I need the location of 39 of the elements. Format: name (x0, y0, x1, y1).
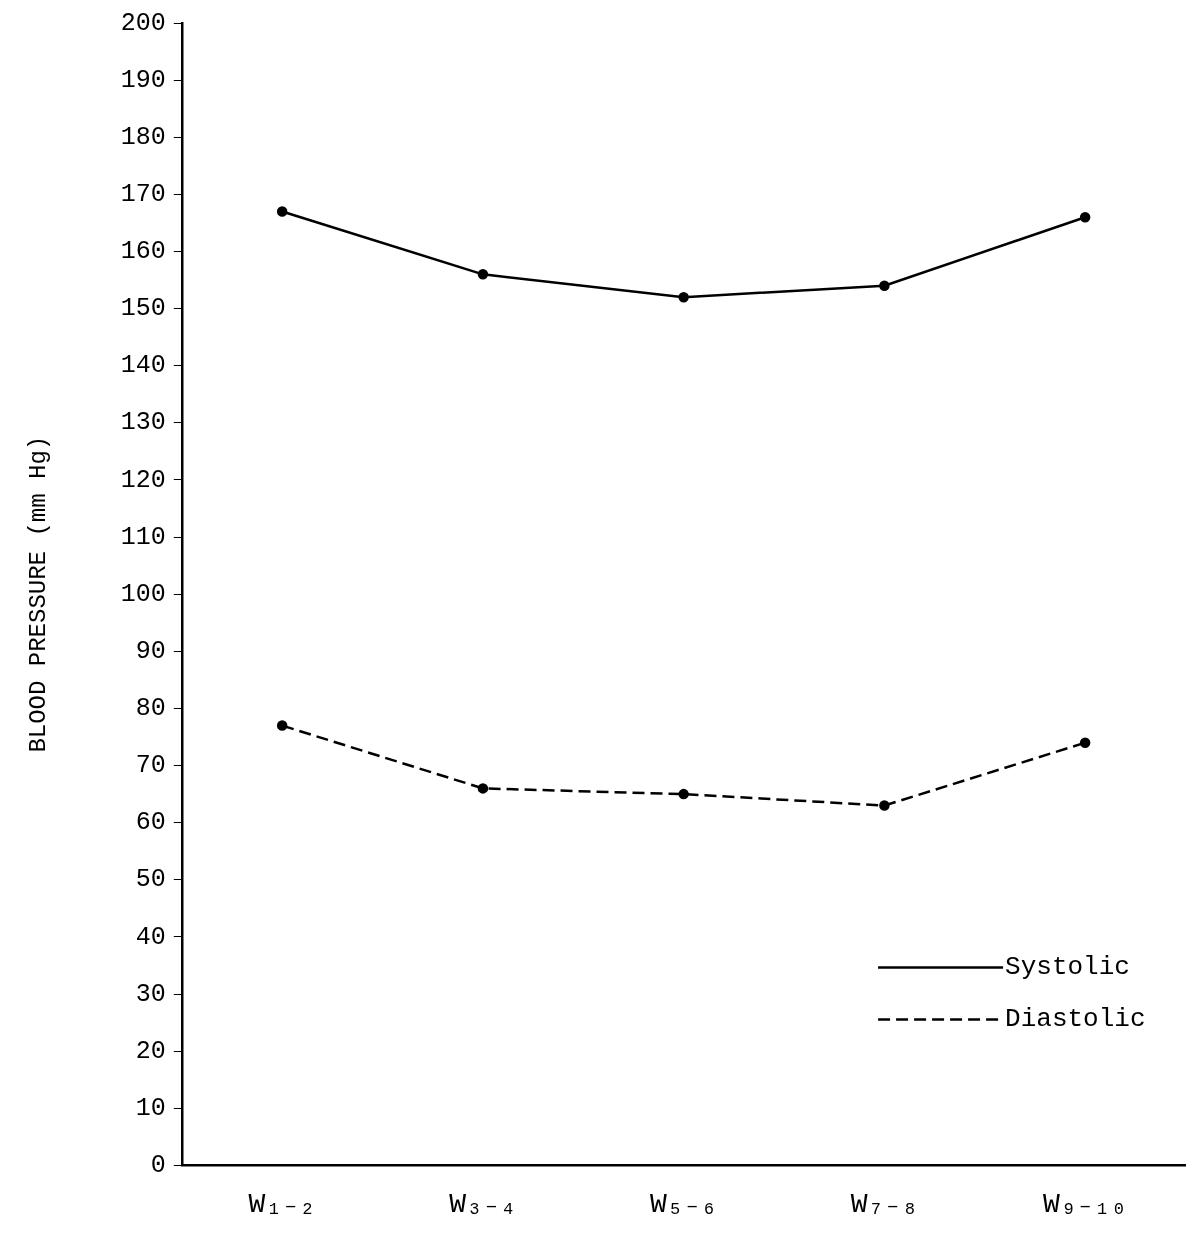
y-tick-label: 130 (120, 408, 166, 438)
point (276, 206, 288, 217)
point (879, 280, 890, 291)
y-tick-label: 30 (135, 979, 166, 1009)
y-tick-label: 80 (135, 694, 166, 724)
y-tick-label: 170 (120, 179, 166, 209)
legend-label: Diastolic (1005, 1004, 1146, 1035)
point (678, 291, 689, 303)
x-tick-label: W₇₋₈ (850, 1188, 919, 1220)
y-tick-label: 190 (120, 65, 166, 95)
y-tick-label: 20 (135, 1036, 166, 1066)
point (879, 800, 890, 811)
point (1079, 211, 1091, 223)
y-tick-label: 160 (120, 237, 166, 267)
y-tick-label: 100 (120, 579, 166, 609)
y-tick-label: 40 (135, 922, 166, 952)
legend-label: Systolic (1005, 952, 1130, 983)
point (1079, 737, 1091, 748)
y-tick-label: 110 (120, 522, 166, 552)
y-tick-label: 10 (135, 1093, 166, 1123)
y-tick-label: 150 (120, 294, 166, 324)
x-tick-label: W₃₋₄ (449, 1188, 517, 1220)
y-tick-label: 200 (120, 8, 166, 38)
x-tick-label: W₅₋₆ (650, 1188, 718, 1220)
y-tick-label: 140 (120, 351, 166, 381)
y-tick-label: 70 (135, 751, 166, 781)
y-tick-label: 50 (135, 865, 166, 895)
y-tick-label: 120 (120, 465, 166, 495)
point (477, 269, 489, 280)
y-tick-label: 60 (135, 808, 166, 838)
x-tick-label: W₁₋₂ (248, 1188, 316, 1220)
y-tick-label: 180 (120, 122, 166, 152)
point (678, 788, 689, 800)
x-tick-label: W₉₋₁₀ (1043, 1188, 1128, 1220)
point (276, 720, 288, 731)
point (477, 783, 489, 794)
y-tick-label: 0 (150, 1151, 166, 1181)
y-tick-label: 90 (135, 636, 166, 666)
y-axis-title: BLOOD PRESSURE (mm Hg) (24, 435, 52, 753)
